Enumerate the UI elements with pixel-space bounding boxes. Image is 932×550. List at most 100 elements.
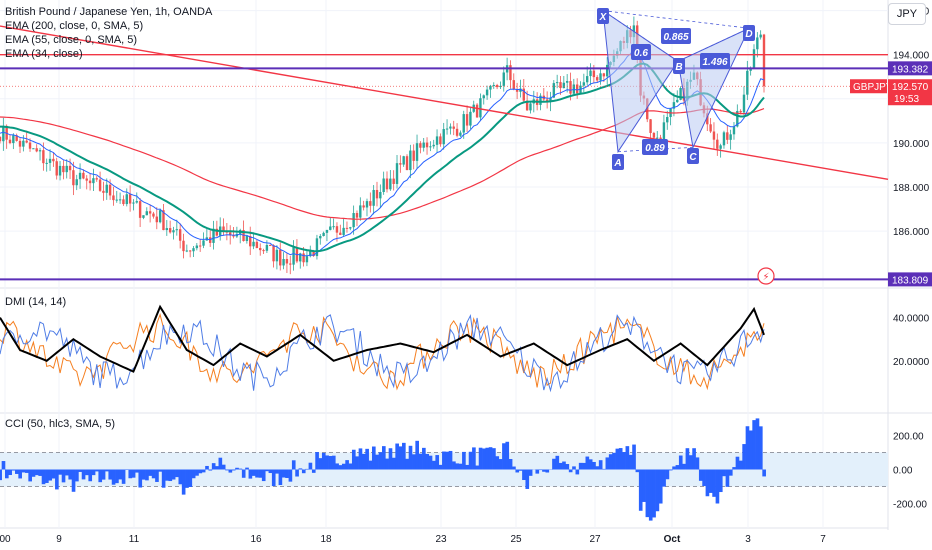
price-pane[interactable] [0, 9, 889, 281]
cci-bar [138, 469, 143, 488]
cci-bar [652, 469, 656, 518]
cci-bar [341, 463, 346, 470]
candle-body [435, 136, 439, 145]
cci-bar [11, 469, 16, 471]
cci-bar [578, 462, 583, 470]
cci-bar [68, 469, 73, 480]
candle-body [85, 178, 88, 181]
cci-bar [425, 453, 430, 470]
candle-body [282, 259, 285, 266]
candle-body [322, 232, 325, 237]
candle-body [125, 194, 128, 205]
cci-bar [108, 469, 113, 480]
candle-body [168, 228, 172, 233]
harmonic-point-d-box [743, 25, 755, 41]
cci-bar [415, 440, 419, 470]
cci-bar [518, 469, 523, 471]
candle-body [485, 89, 489, 96]
cci-bar [642, 469, 646, 502]
candle-body [305, 256, 309, 263]
candle-body [589, 70, 592, 77]
cci-bar [722, 469, 726, 477]
level-low-tag-box [888, 272, 932, 287]
harmonic-point-x: X [599, 12, 608, 23]
currency-button[interactable]: JPY [888, 3, 926, 25]
candle-body [82, 172, 85, 179]
cci-bar [448, 450, 453, 470]
cci-bar [218, 457, 223, 470]
di-minus-line [0, 313, 765, 391]
candle-body [389, 178, 392, 190]
flash-icon-glyph: ⚡ [762, 272, 769, 283]
cci-bar [382, 446, 386, 470]
cci-bar [718, 469, 723, 493]
cci-bar [515, 469, 520, 473]
candle-body [128, 194, 132, 204]
candle-body [742, 94, 746, 113]
cci-bar [645, 469, 650, 518]
candle-body [132, 202, 135, 204]
time-tick: 23 [435, 534, 447, 545]
legend-cci[interactable]: CCI (50, hlc3, SMA, 5) [5, 418, 116, 430]
candle-body [459, 132, 462, 136]
legend-ema-34[interactable]: EMA (34, close) [5, 48, 83, 60]
harmonic-ratio-line [602, 10, 750, 29]
candle-body [158, 210, 162, 223]
cci-bar [5, 469, 9, 479]
adx-line [0, 304, 765, 373]
candle-body [38, 150, 42, 152]
cci-bar [295, 469, 299, 477]
level-low-tag: 183.809 [892, 275, 929, 286]
cci-bar [465, 464, 470, 470]
candle-body [72, 170, 75, 186]
cci-bar [291, 460, 296, 470]
pane-backgrounds [0, 0, 932, 530]
candle-body [425, 142, 429, 148]
cci-bar [725, 469, 730, 487]
cci-bar [288, 469, 293, 482]
cci-bar [455, 463, 460, 470]
price-tick: 190.000 [893, 139, 930, 150]
cci-bar [375, 454, 379, 470]
last-price-box [888, 79, 932, 106]
cci-bar [402, 442, 406, 470]
legend-dmi[interactable]: DMI (14, 14) [5, 296, 67, 308]
cci-bar [191, 469, 196, 479]
candle-body [122, 199, 125, 205]
cci-bar [705, 469, 710, 497]
candle-body [422, 142, 425, 148]
cci-bar [395, 443, 399, 470]
candle-body [22, 140, 25, 147]
candle-body [115, 199, 118, 201]
cci-bar [405, 458, 409, 470]
candle-body [659, 137, 662, 140]
cci-bar [735, 456, 740, 470]
cci-bar [475, 465, 480, 470]
legend-ema-200[interactable]: EMA (200, close, 0, SMA, 5) [5, 20, 144, 32]
cci-bar [168, 469, 173, 482]
cci-bar [665, 469, 670, 480]
cci-bar [512, 466, 516, 470]
candle-body [185, 250, 189, 252]
candle-body [222, 226, 225, 232]
candle-body [492, 85, 495, 87]
cci-bar [48, 469, 53, 481]
cci-bar [135, 469, 139, 473]
cci-pane[interactable] [0, 418, 888, 521]
symbol-tag: GBPJPY [853, 82, 893, 93]
axes: 196.000194.000190.000188.000186.000193.3… [0, 7, 932, 545]
candle-body [262, 250, 265, 252]
candle-body [202, 240, 205, 246]
cci-bar [281, 469, 286, 478]
dmi-pane[interactable] [0, 304, 765, 393]
cci-bar [595, 466, 600, 470]
cci-bar [508, 459, 513, 470]
cci-bar [482, 448, 486, 470]
candle-body [332, 226, 335, 228]
candle-body [375, 189, 379, 199]
candle-body [405, 156, 409, 171]
cci-bar [632, 444, 636, 470]
cci-bar [251, 469, 256, 476]
cci-bar [432, 460, 436, 470]
legend-ema-55[interactable]: EMA (55, close, 0, SMA, 5) [5, 34, 138, 46]
